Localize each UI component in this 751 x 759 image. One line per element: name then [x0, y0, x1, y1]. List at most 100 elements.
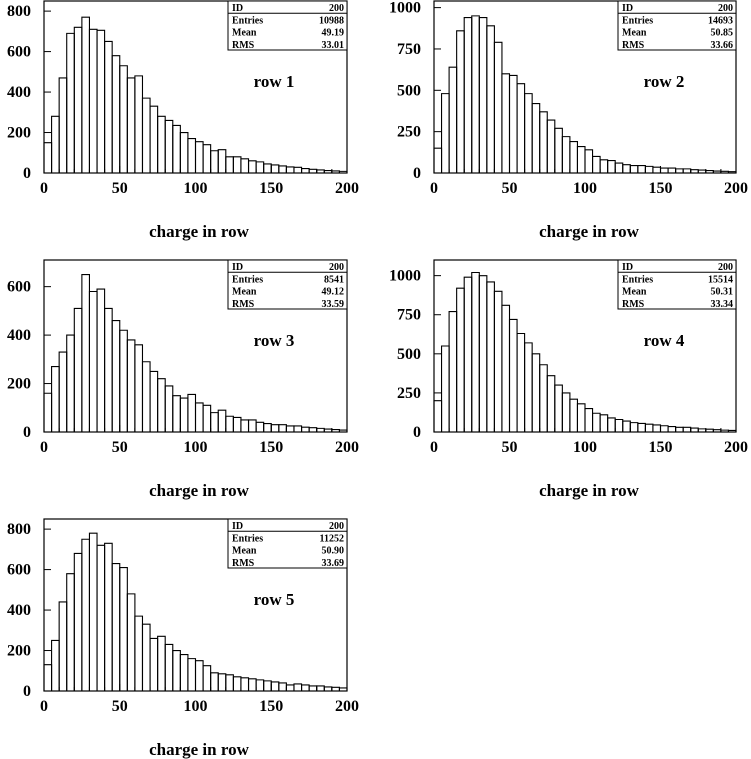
x-tick-label: 200 — [335, 180, 359, 197]
histogram-bin — [187, 393, 197, 432]
histogram-bin — [88, 28, 98, 173]
histogram-bin — [448, 66, 458, 173]
x-tick-label: 50 — [502, 180, 518, 197]
stats-value-entries: 15514 — [708, 274, 733, 285]
histogram-bin — [149, 637, 159, 691]
histogram-bin — [179, 654, 189, 691]
stats-value-id: 200 — [329, 262, 344, 273]
histogram-bin — [478, 275, 488, 432]
histogram-bin — [187, 138, 197, 173]
x-axis-label: charge in row — [539, 222, 640, 241]
x-tick-label: 0 — [40, 698, 48, 715]
x-tick-label: 100 — [184, 439, 208, 456]
stats-value-mean: 49.12 — [322, 287, 345, 298]
y-tick-label: 600 — [7, 44, 31, 61]
histogram-bin — [614, 162, 624, 173]
histogram-bin — [126, 339, 136, 432]
stats-value-mean: 49.19 — [322, 28, 345, 39]
x-tick-label: 50 — [502, 439, 518, 456]
histogram-bin — [270, 164, 280, 173]
histogram-bin — [667, 425, 677, 432]
stats-label-mean: Mean — [622, 287, 647, 298]
histogram-bin — [441, 93, 450, 173]
histogram-bin — [531, 102, 541, 173]
histogram-bin — [51, 366, 60, 432]
x-axis-label: charge in row — [149, 222, 250, 241]
histogram-bin — [194, 660, 204, 691]
histogram-bin — [43, 664, 53, 691]
stats-value-rms: 33.34 — [711, 299, 734, 310]
y-tick-label: 400 — [7, 327, 31, 344]
y-tick-label: 600 — [7, 562, 31, 579]
stats-label-entries: Entries — [232, 274, 263, 285]
histogram-bin — [104, 307, 113, 432]
histogram-panel: 0 50 100 150 200 0 250 500 750 1000 row 4 charge in… — [389, 259, 748, 500]
histogram-bin — [278, 424, 287, 432]
histogram-bin — [43, 392, 53, 432]
stats-value-rms: 33.59 — [322, 299, 345, 310]
histogram-panel: 0 50 100 150 200 0 200 400 600 800 row 1 charge in … — [7, 0, 359, 241]
histogram-bin — [104, 542, 113, 691]
histogram-bin — [202, 404, 212, 432]
histogram-bin — [622, 164, 631, 173]
histogram-bin — [81, 273, 90, 432]
histogram-bin — [172, 649, 181, 691]
histogram-bin — [278, 165, 287, 173]
histogram-bin — [66, 32, 75, 173]
stats-label-rms: RMS — [232, 299, 255, 310]
histogram-bin — [104, 40, 113, 173]
histogram-bin — [516, 332, 526, 432]
histogram-bin — [141, 361, 151, 432]
histogram-bin — [73, 552, 83, 691]
histogram-bin — [179, 397, 189, 432]
stats-box: ID 200 Entries 10988 Mean 49.19 RMS 33.01 — [227, 0, 348, 51]
x-axis-label: charge in row — [149, 481, 250, 500]
stats-value-entries: 11252 — [320, 533, 344, 544]
histogram-bin — [682, 168, 692, 173]
y-tick-label: 200 — [7, 125, 31, 142]
histogram-bin — [194, 141, 204, 173]
x-tick-label: 100 — [184, 180, 208, 197]
histogram-bin — [659, 167, 669, 173]
histogram-bin — [323, 686, 333, 691]
histogram-bin — [301, 684, 310, 691]
stats-value-entries: 10988 — [319, 15, 344, 26]
histogram-bin — [66, 573, 75, 691]
histogram-bin — [141, 97, 151, 173]
y-tick-label: 500 — [397, 82, 421, 99]
histogram-bin — [433, 147, 443, 173]
y-tick-label: 0 — [23, 683, 31, 700]
histogram-bin — [58, 77, 68, 173]
histogram-bin — [240, 158, 250, 173]
stats-label-id: ID — [232, 3, 243, 14]
stats-value-id: 200 — [718, 262, 733, 273]
histogram-bin — [225, 415, 234, 432]
x-tick-label: 0 — [40, 180, 48, 197]
stats-label-mean: Mean — [232, 546, 257, 557]
x-tick-label: 200 — [724, 439, 748, 456]
histogram-bin — [263, 422, 272, 432]
histogram-panel: 0 50 100 150 200 0 250 500 750 1000 row 2 charge in… — [389, 0, 748, 241]
histogram-bin — [210, 672, 219, 691]
histogram-bin — [682, 426, 692, 432]
stats-label-id: ID — [622, 262, 633, 273]
histogram-bin — [308, 427, 318, 432]
histogram-bin — [561, 392, 571, 432]
histogram-bin — [202, 665, 212, 691]
stats-value-entries: 8541 — [324, 274, 344, 285]
histogram-bin — [471, 271, 480, 432]
histogram-bin — [637, 165, 646, 173]
histogram-bin — [607, 160, 616, 173]
stats-box-frame — [227, 518, 348, 569]
histogram-bin — [652, 166, 662, 173]
histogram-bin — [546, 119, 556, 173]
histogram-bin — [232, 156, 242, 173]
y-tick-label: 1000 — [389, 268, 421, 285]
x-tick-label: 100 — [573, 180, 597, 197]
histogram-bin — [622, 420, 631, 432]
histogram-bin — [539, 364, 548, 432]
histogram-bin — [629, 422, 639, 432]
histogram-bin — [73, 307, 83, 432]
x-tick-label: 100 — [184, 698, 208, 715]
histogram-bin — [501, 304, 511, 432]
